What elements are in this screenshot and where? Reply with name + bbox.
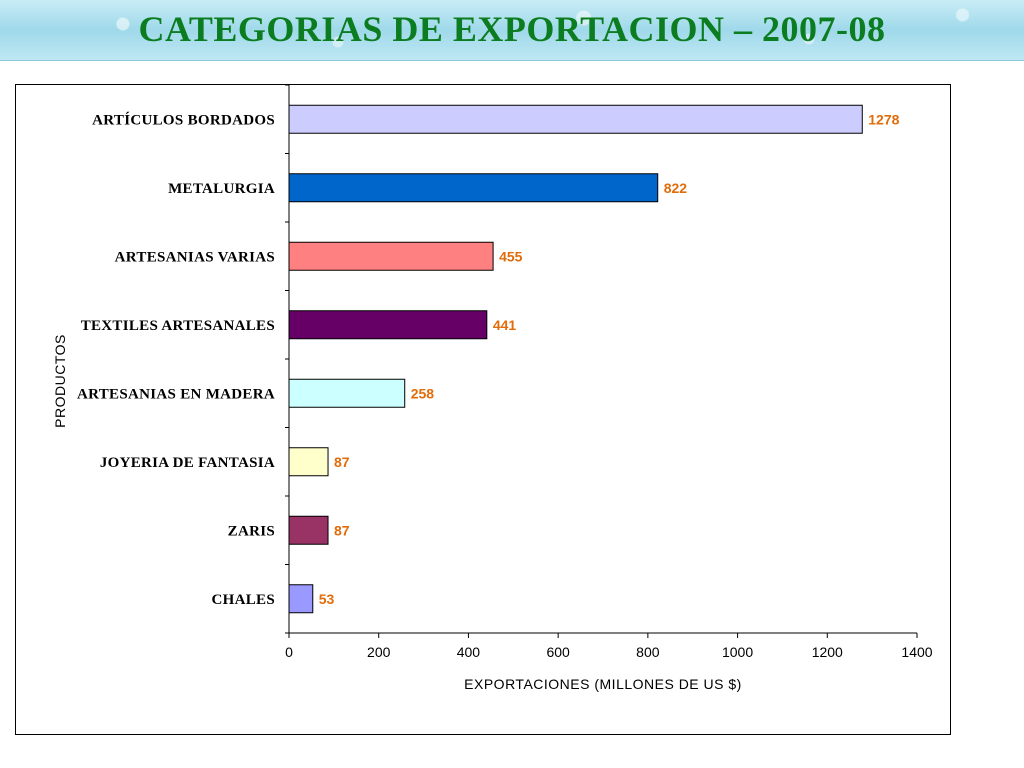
bar-value-label: 258: [411, 385, 435, 401]
x-tick-label: 400: [457, 644, 481, 660]
chart-frame: ARTÍCULOS BORDADOS METALURGIA ARTESANIAS V…: [15, 84, 951, 735]
bar: [288, 104, 863, 134]
category-label: ARTÍCULOS BORDADOS: [92, 111, 275, 128]
bar-value-label: 87: [334, 454, 350, 470]
page-title: CATEGORIAS DE EXPORTACION – 2007-08: [138, 9, 886, 49]
x-tick-label: 1200: [812, 644, 843, 660]
bar: [288, 584, 314, 614]
x-tick-label: 600: [546, 644, 570, 660]
category-label: CHALES: [212, 592, 276, 608]
bar: [288, 447, 329, 477]
bar: [288, 241, 494, 271]
bar-value-label: 441: [493, 317, 517, 333]
bar-chart: ARTÍCULOS BORDADOS METALURGIA ARTESANIAS V…: [52, 85, 933, 692]
bar-value-label: 53: [319, 591, 335, 607]
title-banner: CATEGORIAS DE EXPORTACION – 2007-08: [0, 0, 1024, 61]
bar: [288, 378, 406, 408]
bar-value-label: 455: [499, 248, 523, 264]
category-label: ARTESANIAS EN MADERA: [77, 386, 275, 402]
bar: [288, 515, 329, 545]
bar: [288, 173, 659, 203]
y-axis-title: PRODUCTOS: [52, 334, 68, 428]
bar-value-label: 87: [334, 522, 350, 538]
category-label: METALURGIA: [168, 181, 275, 197]
category-label: JOYERIA DE FANTASIA: [100, 455, 275, 471]
x-tick-label: 800: [636, 644, 660, 660]
bar-value-label: 822: [664, 180, 688, 196]
bar: [288, 310, 488, 340]
x-tick-label: 1000: [722, 644, 753, 660]
category-label: ZARIS: [228, 523, 275, 539]
x-tick-label: 200: [367, 644, 391, 660]
bar-value-label: 1278: [868, 111, 899, 127]
category-label: TEXTILES ARTESANALES: [81, 318, 275, 334]
x-tick-label: 0: [285, 644, 293, 660]
category-label: ARTESANIAS VARIAS: [115, 249, 275, 265]
x-axis-title: EXPORTACIONES (MILLONES DE US $): [464, 676, 742, 692]
x-tick-label: 1400: [901, 644, 932, 660]
